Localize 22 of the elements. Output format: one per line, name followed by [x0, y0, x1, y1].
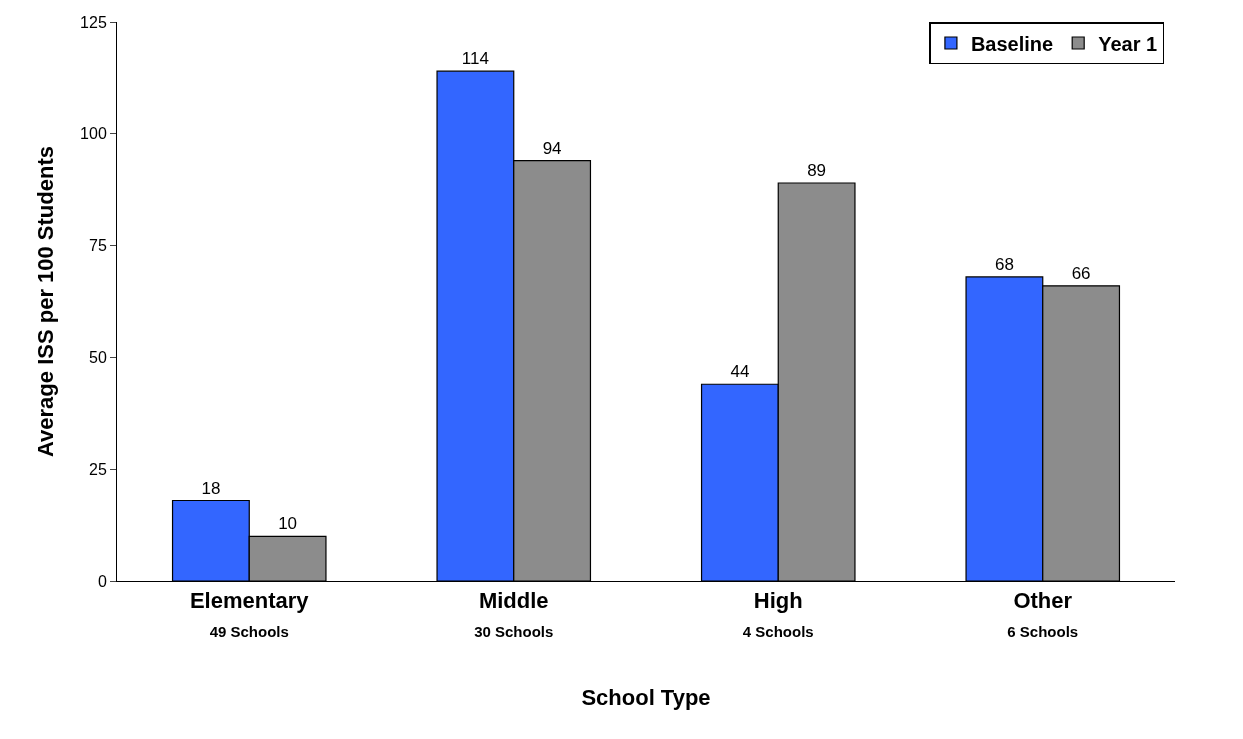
y-axis-title: Average ISS per 100 Students — [32, 146, 58, 457]
legend-label: Year 1 — [1098, 32, 1158, 55]
x-axis-title: School Type — [581, 684, 711, 710]
y-tick-label: 50 — [89, 349, 107, 366]
y-tick-label: 75 — [89, 237, 107, 255]
x-tick-label: Middle 30 Schools — [474, 588, 554, 640]
x-tick-label: High 4 Schools — [742, 588, 814, 640]
data-label: 68 — [994, 254, 1014, 274]
data-label: 10 — [278, 514, 298, 534]
data-label: 44 — [730, 362, 750, 382]
data-label: 94 — [542, 138, 562, 158]
data-label: 66 — [1071, 263, 1091, 283]
data-label: 114 — [461, 49, 489, 69]
data-label: 89 — [807, 160, 827, 180]
y-tick-label: 100 — [80, 125, 107, 143]
x-tick-label: Elementary 49 Schools — [189, 588, 310, 640]
x-tick-label: Other 6 Schools — [1007, 588, 1079, 640]
y-tick-label: 25 — [89, 460, 107, 478]
legend-label: Baseline — [970, 32, 1054, 55]
data-label: 18 — [201, 478, 221, 498]
y-tick-label: 125 — [80, 13, 107, 31]
y-tick-label: 0 — [97, 572, 107, 590]
